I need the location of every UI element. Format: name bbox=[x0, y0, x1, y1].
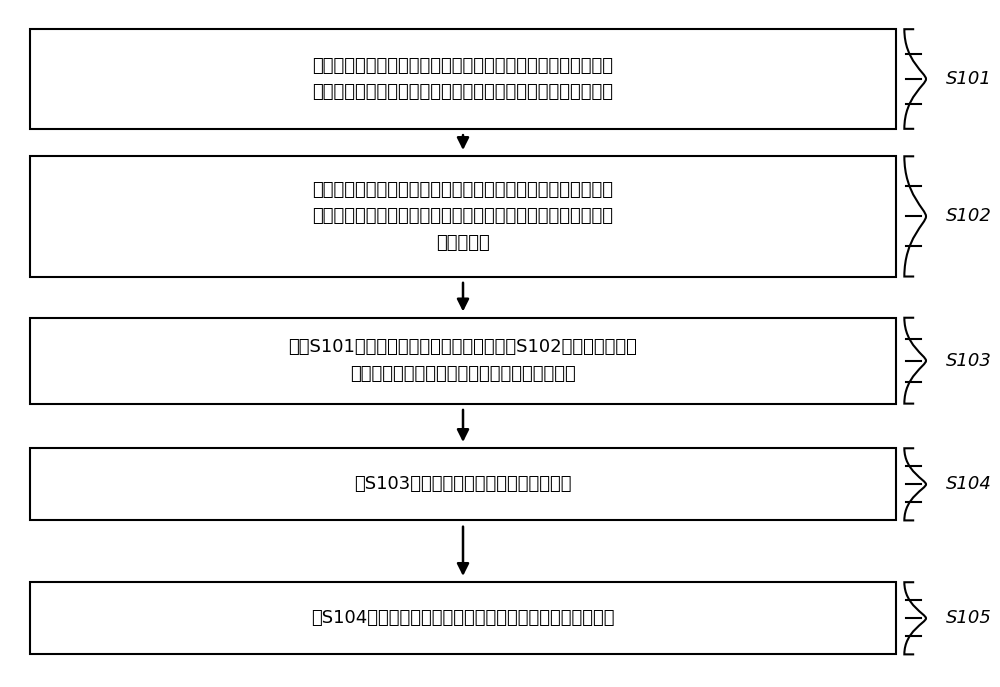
Text: 在待实施冲击地压灾害防治的矿井布置微震监测系统，对矿井的
微震事件空间分布进行监测，获取矿井的微震事件空间分布规律: 在待实施冲击地压灾害防治的矿井布置微震监测系统，对矿井的 微震事件空间分布进行监… bbox=[313, 57, 614, 101]
Text: S102: S102 bbox=[946, 207, 992, 225]
Text: S104: S104 bbox=[946, 475, 992, 493]
Text: 根据矿井实际地质条件，构建矿井三维数值模型，进行静载应力
计算，模拟煤层群开采过程中采动应力分布，确定峰值采动应力
所在的位置: 根据矿井实际地质条件，构建矿井三维数值模型，进行静载应力 计算，模拟煤层群开采过… bbox=[313, 181, 614, 252]
Text: 根据S101中的微震事件空间分布监测结果和S102中的采动应力分
布模拟结果，确定大倾角煤层群压撬应力集中区: 根据S101中的微震事件空间分布监测结果和S102中的采动应力分 布模拟结果，确… bbox=[289, 339, 637, 383]
Text: 对S104布置的爆破孔进行装药并引爆，实现应力集中区卸压: 对S104布置的爆破孔进行装药并引爆，实现应力集中区卸压 bbox=[311, 609, 615, 627]
FancyBboxPatch shape bbox=[30, 157, 896, 277]
Text: S103: S103 bbox=[946, 352, 992, 370]
FancyBboxPatch shape bbox=[30, 583, 896, 654]
Text: S101: S101 bbox=[946, 70, 992, 88]
FancyBboxPatch shape bbox=[30, 30, 896, 129]
Text: S105: S105 bbox=[946, 609, 992, 627]
FancyBboxPatch shape bbox=[30, 317, 896, 404]
FancyBboxPatch shape bbox=[30, 449, 896, 521]
Text: 在S103确定的压撬应力集中区布置爆破孔: 在S103确定的压撬应力集中区布置爆破孔 bbox=[354, 475, 572, 493]
